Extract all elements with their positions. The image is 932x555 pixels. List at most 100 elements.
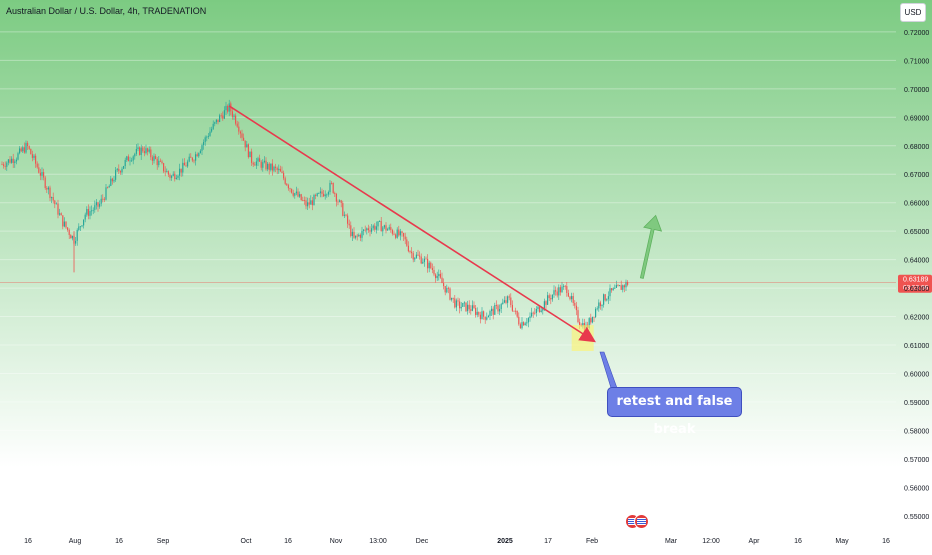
candle-body: [500, 304, 502, 309]
candle-body: [115, 170, 117, 180]
candle-body: [379, 221, 381, 222]
candle-body: [358, 234, 360, 237]
candle-body: [374, 225, 376, 230]
candle-body: [99, 203, 101, 207]
candle-body: [270, 163, 272, 170]
candle-body: [23, 147, 25, 153]
candle-body: [166, 171, 168, 173]
candle-body: [303, 200, 305, 201]
candle-body: [423, 258, 425, 262]
candle-body: [143, 151, 145, 154]
candle-body: [132, 156, 134, 161]
candle-body: [86, 208, 88, 215]
candle-body: [217, 119, 219, 123]
candle-body: [175, 177, 177, 180]
candle-body: [537, 306, 539, 310]
candle-body: [548, 295, 550, 299]
candle-body: [260, 161, 262, 168]
candle-body: [380, 221, 382, 232]
candle-body: [300, 194, 302, 201]
candle-body: [447, 287, 449, 289]
candle-body: [547, 295, 549, 305]
candle-body: [331, 182, 333, 184]
candle-body: [337, 201, 339, 203]
candle-body: [89, 211, 91, 216]
candle-body: [623, 285, 625, 288]
candle-body: [361, 230, 363, 238]
candle-body: [9, 159, 11, 163]
candle-body: [268, 163, 270, 170]
candle-body: [420, 256, 422, 264]
candle-body: [44, 177, 46, 189]
candle-body: [356, 235, 358, 237]
y-tick-label: 0.72000: [904, 30, 929, 37]
candle-body: [588, 318, 590, 328]
candle-body: [372, 225, 374, 229]
candle-body: [299, 194, 301, 197]
candle-body: [340, 200, 342, 204]
candle-body: [126, 156, 128, 160]
candle-body: [51, 197, 53, 199]
x-tick-label: Apr: [749, 538, 761, 545]
candle-body: [404, 236, 406, 240]
candle-body: [348, 223, 350, 226]
candle-body: [387, 229, 389, 231]
candle-body: [291, 188, 293, 193]
y-tick-label: 0.66000: [904, 201, 929, 208]
candle-body: [363, 229, 365, 231]
candle-body: [347, 215, 349, 224]
x-tick-label: Nov: [330, 538, 343, 545]
y-tick-label: 0.62000: [904, 315, 929, 322]
candle-body: [273, 166, 275, 171]
candle-body: [198, 153, 200, 157]
candle-body: [599, 302, 601, 307]
candle-body: [225, 105, 227, 111]
candle-body: [467, 304, 469, 312]
candle-body: [140, 147, 142, 155]
currency-button[interactable]: USD: [900, 3, 926, 22]
candle-body: [398, 229, 400, 236]
candle-body: [33, 155, 35, 158]
candle-body: [441, 277, 443, 284]
candle-body: [551, 294, 553, 300]
candle-body: [75, 240, 77, 244]
candle-body: [212, 123, 214, 129]
candle-body: [276, 167, 278, 171]
candle-body: [247, 144, 249, 158]
candle-body: [156, 158, 158, 166]
candle-body: [564, 285, 566, 287]
candle-body: [159, 160, 161, 162]
candle-body: [395, 234, 397, 238]
candle-body: [534, 312, 536, 314]
candle-body: [275, 166, 277, 168]
candle-body: [76, 229, 78, 241]
candle-body: [267, 163, 269, 170]
candle-body: [427, 258, 429, 269]
candle-body: [102, 198, 104, 200]
candle-body: [383, 225, 385, 228]
candle-body: [211, 128, 213, 132]
y-tick-label: 0.55000: [904, 514, 929, 521]
candle-body: [124, 159, 126, 167]
candle-body: [199, 150, 201, 154]
candle-body: [222, 115, 224, 119]
candle-body: [188, 156, 190, 162]
candle-body: [108, 185, 110, 188]
candle-body: [367, 228, 369, 231]
x-tick-label: 13:00: [369, 538, 387, 545]
candle-body: [431, 268, 433, 270]
candle-body: [593, 316, 595, 318]
candle-body: [179, 168, 181, 176]
candle-body: [343, 214, 345, 216]
candle-body: [412, 253, 414, 260]
candle-body: [422, 261, 424, 264]
candle-body: [47, 187, 49, 190]
us-flag-icon[interactable]: [634, 514, 649, 529]
candle-body: [609, 288, 611, 297]
candle-body: [451, 297, 453, 300]
candle-body: [575, 305, 577, 311]
candle-body: [462, 303, 464, 307]
candle-body: [321, 191, 323, 194]
candle-body: [449, 288, 451, 300]
